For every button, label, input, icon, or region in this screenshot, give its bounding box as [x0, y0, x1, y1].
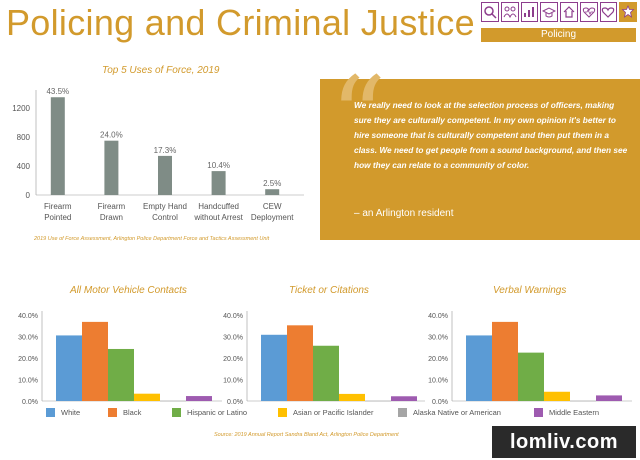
race-bar — [339, 393, 365, 401]
y-tick-label: 30.0% — [428, 335, 448, 342]
y-tick-label: 20.0% — [223, 356, 243, 363]
race-bar — [544, 391, 570, 401]
bar-data-label: 10.4% — [207, 161, 230, 170]
y-tick-label: 1200 — [12, 104, 30, 113]
contacts-bar-chart: 0.0% 10.0% 20.0% 30.0% 40.0% — [18, 311, 222, 406]
policing-badge-icon[interactable] — [619, 2, 637, 22]
x-category-label: Empty Hand — [143, 202, 187, 211]
race-bar — [108, 348, 134, 401]
y-tick-label: 30.0% — [223, 335, 243, 342]
section-nav — [481, 2, 637, 26]
force-bar-chart: 0 400 800 1200 43.5% Firearm Pointed 24.0% Firea… — [12, 87, 304, 222]
y-tick-label: 0 — [26, 191, 31, 200]
contacts-source: Source: 2019 Annual Report Sandra Bland … — [214, 432, 399, 438]
y-tick-label: 0.0% — [432, 399, 448, 406]
race-bar — [313, 345, 339, 401]
force-chart-source: 2019 Use of Force Assessment, Arlington … — [34, 236, 270, 242]
legend-item-middle-eastern: Middle Eastern — [534, 408, 599, 417]
heart-icon[interactable] — [599, 2, 618, 22]
y-tick-label: 10.0% — [428, 378, 448, 385]
race-bar — [518, 352, 544, 401]
quote-text: We really need to look at the selection … — [354, 100, 628, 170]
race-bar — [56, 335, 82, 401]
x-category-label: CEW — [263, 202, 282, 211]
tab-policing[interactable]: Policing — [481, 28, 636, 42]
x-category-label: without Arrest — [193, 213, 243, 222]
race-legend: White Black Hispanic or Latino Asian or … — [46, 408, 636, 422]
bar-data-label: 43.5% — [46, 87, 69, 96]
y-tick-label: 0.0% — [227, 399, 243, 406]
y-tick-label: 10.0% — [18, 378, 38, 385]
force-bar — [104, 140, 119, 195]
warnings-chart-title: Verbal Warnings — [493, 285, 567, 296]
x-category-label: Drawn — [100, 213, 123, 222]
legend-item-alaska: Alaska Native or American — [398, 408, 501, 417]
force-bar — [50, 97, 65, 195]
y-tick-label: 30.0% — [18, 335, 38, 342]
y-tick-label: 0.0% — [22, 399, 38, 406]
race-bar — [492, 321, 518, 401]
x-category-label: Firearm — [44, 202, 72, 211]
bar-data-label: 24.0% — [100, 131, 123, 140]
quote-panel — [320, 79, 640, 240]
force-bar — [265, 189, 280, 195]
y-tick-label: 20.0% — [18, 356, 38, 363]
legend-item-black: Black — [108, 408, 141, 417]
education-icon[interactable] — [540, 2, 558, 22]
page-title: Policing and Criminal Justice — [6, 2, 475, 43]
force-chart-title: Top 5 Uses of Force, 2019 — [102, 65, 220, 76]
watermark-logo: lomliv.com — [492, 426, 636, 458]
x-category-label: Deployment — [251, 213, 294, 222]
citations-bar-chart: 0.0% 10.0% 20.0% 30.0% 40.0% — [223, 311, 425, 406]
home-icon[interactable] — [560, 2, 578, 22]
y-tick-label: 10.0% — [223, 378, 243, 385]
bar-data-label: 2.5% — [263, 179, 281, 188]
race-bar — [134, 393, 160, 401]
people-icon[interactable] — [500, 2, 519, 22]
income-icon[interactable] — [520, 2, 539, 22]
x-category-label: Control — [152, 213, 178, 222]
contacts-chart-title: All Motor Vehicle Contacts — [70, 285, 187, 296]
race-bar — [596, 395, 622, 401]
y-tick-label: 400 — [17, 162, 31, 171]
force-bar — [211, 171, 226, 195]
legend-item-hispanic: Hispanic or Latino — [172, 408, 247, 417]
y-tick-label: 20.0% — [428, 356, 448, 363]
quote-mark-icon: “ — [330, 53, 387, 181]
x-category-label: Firearm — [98, 202, 126, 211]
race-bar — [160, 400, 186, 402]
y-tick-label: 800 — [17, 133, 31, 142]
warnings-bar-chart: 0.0% 10.0% 20.0% 30.0% 40.0% — [428, 311, 632, 406]
race-bar — [82, 321, 108, 401]
y-tick-label: 40.0% — [18, 313, 38, 320]
legend-item-asian: Asian or Pacific Islander — [278, 408, 373, 417]
force-bar — [158, 155, 172, 195]
race-bar — [261, 334, 287, 401]
legend-item-white: White — [46, 408, 80, 417]
x-category-label: Handcuffed — [198, 202, 239, 211]
y-tick-label: 40.0% — [428, 313, 448, 320]
race-bar — [391, 396, 417, 401]
race-bar — [287, 325, 313, 401]
race-bar — [466, 335, 492, 401]
bar-data-label: 17.3% — [154, 146, 177, 155]
x-category-label: Pointed — [44, 213, 71, 222]
citations-chart-title: Ticket or Citations — [289, 285, 369, 296]
race-bar — [365, 400, 391, 402]
race-bar — [186, 396, 212, 401]
health-icon[interactable] — [579, 2, 598, 22]
search-icon[interactable] — [481, 2, 499, 22]
quote-attribution: – an Arlington resident — [354, 208, 454, 219]
race-bar — [570, 400, 596, 402]
y-tick-label: 40.0% — [223, 313, 243, 320]
